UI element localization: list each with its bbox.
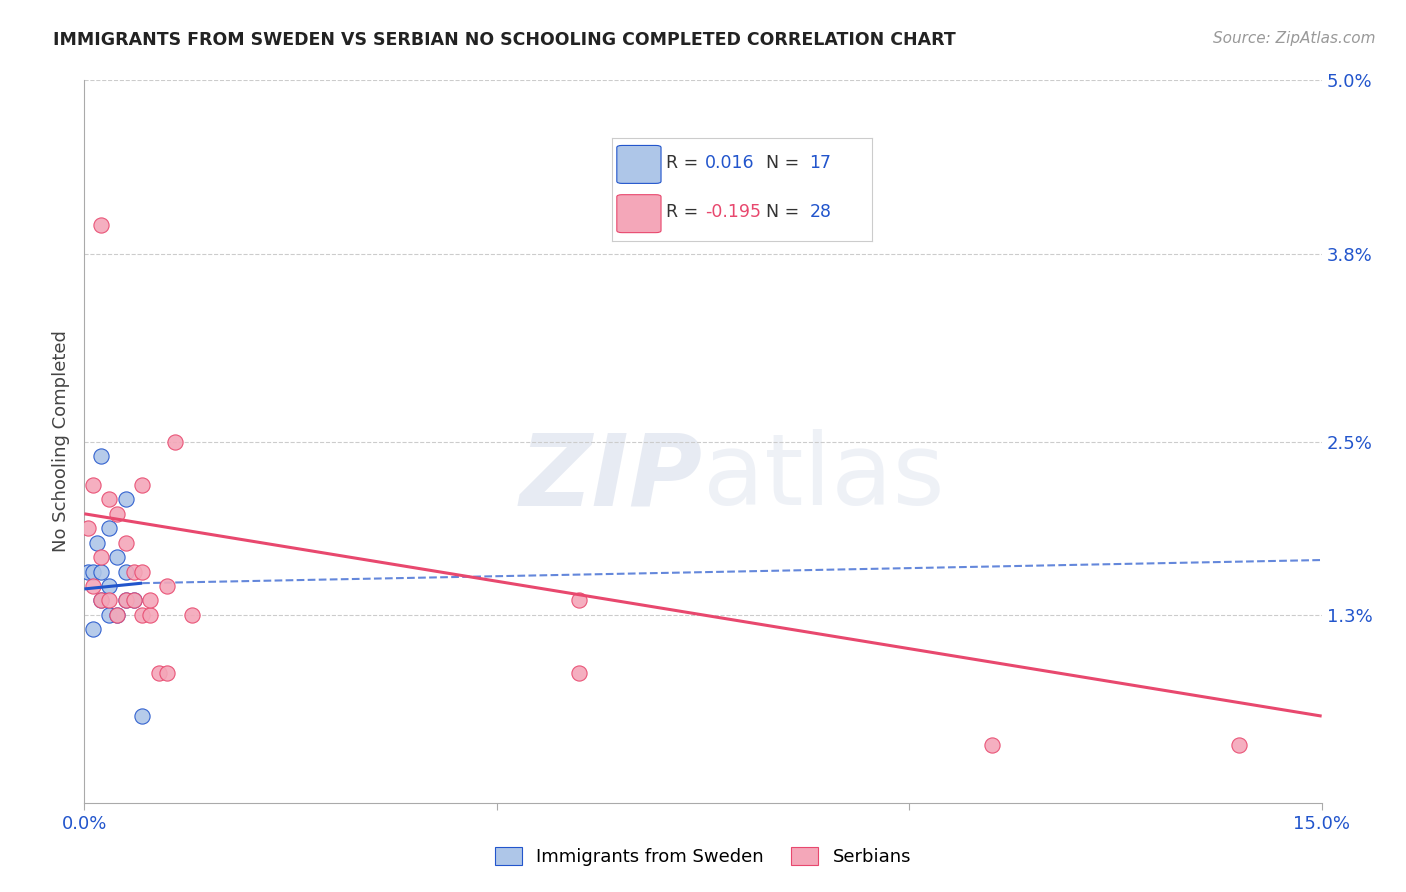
Point [82, 579, 104, 593]
Point [131, 565, 153, 579]
FancyBboxPatch shape [617, 194, 661, 233]
Text: R =: R = [666, 154, 704, 172]
Text: 17: 17 [810, 154, 831, 172]
Point [90, 449, 112, 463]
Text: N =: N = [755, 203, 804, 221]
Point [122, 593, 145, 607]
Point [568, 593, 591, 607]
Point [114, 565, 136, 579]
Point [114, 593, 136, 607]
Point [165, 434, 187, 449]
Point [105, 607, 128, 622]
Point [148, 665, 170, 680]
Text: 28: 28 [810, 203, 831, 221]
Point [180, 607, 202, 622]
Point [90, 218, 112, 232]
Y-axis label: No Schooling Completed: No Schooling Completed [52, 331, 70, 552]
Point [114, 535, 136, 549]
Point [86, 535, 108, 549]
Point [114, 593, 136, 607]
Point [98, 579, 121, 593]
Point [156, 665, 179, 680]
Text: 0.016: 0.016 [706, 154, 755, 172]
Text: -0.195: -0.195 [706, 203, 761, 221]
Point [82, 623, 104, 637]
Point [82, 565, 104, 579]
Point [105, 507, 128, 521]
Point [98, 593, 121, 607]
Text: IMMIGRANTS FROM SWEDEN VS SERBIAN NO SCHOOLING COMPLETED CORRELATION CHART: IMMIGRANTS FROM SWEDEN VS SERBIAN NO SCH… [53, 31, 956, 49]
Point [90, 550, 112, 565]
Point [105, 607, 128, 622]
Point [77, 521, 100, 535]
FancyBboxPatch shape [617, 145, 661, 184]
Point [1227, 738, 1250, 752]
Point [98, 492, 121, 507]
Point [131, 478, 153, 492]
Point [131, 709, 153, 723]
Point [122, 565, 145, 579]
Point [980, 738, 1002, 752]
Point [98, 521, 121, 535]
Point [90, 593, 112, 607]
Point [90, 593, 112, 607]
Point [139, 607, 162, 622]
Point [105, 550, 128, 565]
Text: ZIP: ZIP [520, 429, 703, 526]
Point [114, 492, 136, 507]
Point [77, 565, 100, 579]
Text: R =: R = [666, 203, 704, 221]
Legend: Immigrants from Sweden, Serbians: Immigrants from Sweden, Serbians [488, 839, 918, 873]
Point [131, 607, 153, 622]
Point [139, 593, 162, 607]
Point [122, 593, 145, 607]
Text: Source: ZipAtlas.com: Source: ZipAtlas.com [1212, 31, 1375, 46]
Point [568, 665, 591, 680]
Text: atlas: atlas [703, 429, 945, 526]
Point [90, 565, 112, 579]
Text: N =: N = [755, 154, 804, 172]
Point [82, 478, 104, 492]
Point [156, 579, 179, 593]
Point [98, 607, 121, 622]
